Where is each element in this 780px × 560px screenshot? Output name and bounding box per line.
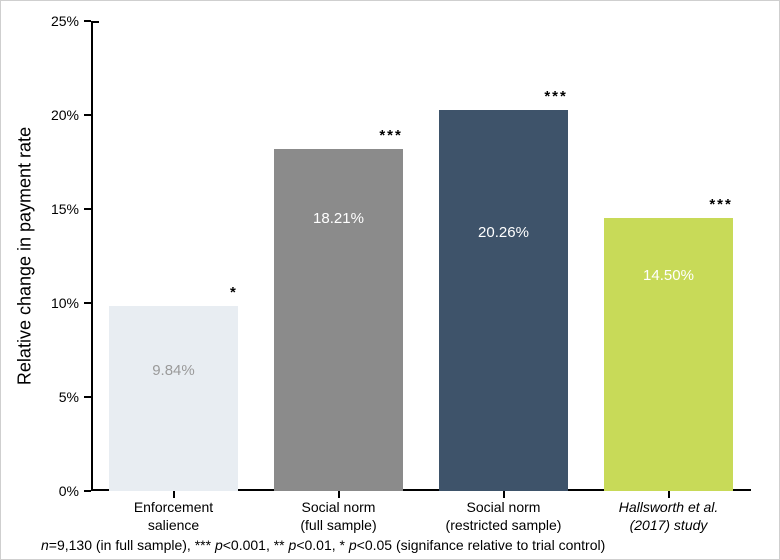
x-category-label: Social norm(restricted sample): [421, 499, 586, 534]
plot-area: 0%5%10%15%20%25%9.84%*Enforcementsalienc…: [91, 21, 751, 491]
x-category-label: Hallsworth et al.(2017) study: [586, 499, 751, 534]
significance-marker: ***: [274, 127, 407, 144]
y-tick-label: 5%: [59, 389, 79, 405]
y-tick-label: 20%: [51, 107, 79, 123]
bar-value-label: 20.26%: [439, 224, 568, 241]
y-tick: [84, 302, 91, 304]
y-axis-title: Relative change in payment rate: [15, 127, 36, 385]
x-tick: [173, 491, 175, 498]
significance-marker: *: [109, 284, 242, 301]
significance-marker: ***: [439, 88, 572, 105]
caption-seg-c: <0.01, *: [296, 537, 349, 553]
y-tick: [84, 114, 91, 116]
bar: 14.50%: [604, 218, 733, 491]
bar: 20.26%: [439, 110, 568, 491]
x-tick: [338, 491, 340, 498]
y-tick: [84, 396, 91, 398]
bar-value-label: 14.50%: [604, 267, 733, 284]
significance-marker: ***: [604, 196, 737, 213]
y-axis-cap: [91, 21, 99, 23]
y-tick-label: 10%: [51, 295, 79, 311]
bar-chart-figure: Relative change in payment rate 0% 5% 10% 1…: [0, 0, 780, 560]
y-tick: [84, 208, 91, 210]
y-tick-label: 0%: [59, 483, 79, 499]
x-tick: [668, 491, 670, 498]
y-tick: [84, 490, 91, 492]
caption-seg-d: <0.05 (signifance relative to trial cont…: [357, 537, 606, 553]
x-category-label: Enforcementsalience: [91, 499, 256, 534]
bar-value-label: 18.21%: [274, 210, 403, 227]
y-tick-label: 15%: [51, 201, 79, 217]
caption-n-italic: n: [41, 537, 49, 553]
caption-p-italic-3: p: [349, 537, 357, 553]
caption-seg-a: =9,130 (in full sample), ***: [49, 537, 215, 553]
y-axis-line: [91, 21, 93, 491]
y-tick-label: 25%: [51, 13, 79, 29]
y-tick: [84, 20, 91, 22]
caption-p-italic-1: p: [215, 537, 223, 553]
bar: 9.84%: [109, 306, 238, 491]
x-tick: [503, 491, 505, 498]
chart-caption: n=9,130 (in full sample), *** p<0.001, *…: [41, 537, 605, 553]
x-category-label: Social norm(full sample): [256, 499, 421, 534]
caption-seg-b: <0.001, **: [223, 537, 289, 553]
bar: 18.21%: [274, 149, 403, 491]
bar-value-label: 9.84%: [109, 362, 238, 379]
